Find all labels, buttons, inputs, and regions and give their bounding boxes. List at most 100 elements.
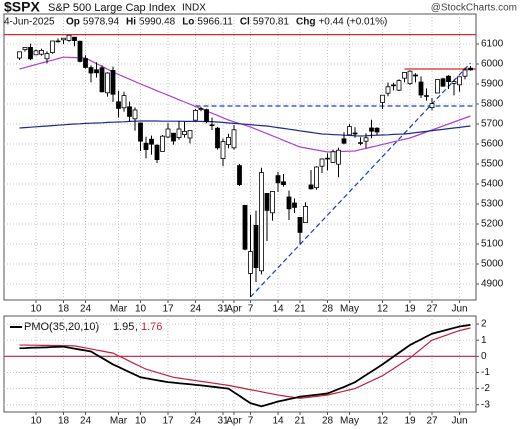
y-tick-label: 4900 xyxy=(481,279,504,290)
source: @StockCharts.com xyxy=(431,3,517,14)
x-tick-label: 19 xyxy=(404,304,416,315)
candle-body xyxy=(220,141,226,160)
legend-value: 1.76 xyxy=(141,321,162,333)
candle-body xyxy=(281,181,286,186)
x-tick-label: 28 xyxy=(322,304,334,315)
candle-body xyxy=(330,151,336,163)
candle-body xyxy=(149,138,154,145)
stat-label: Op xyxy=(66,17,80,28)
candle-body xyxy=(193,110,198,121)
y-tick-label: -1 xyxy=(481,367,490,378)
stat-value: 5978.94 xyxy=(83,17,120,28)
candle-body xyxy=(160,135,165,152)
x-tick-label: 24 xyxy=(80,416,92,427)
candle-body xyxy=(132,109,138,120)
x-tick-label: 17 xyxy=(162,304,174,315)
candle-body xyxy=(363,137,369,142)
candle-body xyxy=(121,95,127,109)
moving-average xyxy=(19,56,471,153)
y-tick-label: 5900 xyxy=(481,79,504,90)
candle-body xyxy=(369,127,374,132)
x-tick-label: 31 xyxy=(217,304,229,315)
stats: Op 5978.94 Hi 5990.48 Lo 5966.11 Cl 5970.81 Chg +… xyxy=(66,17,387,28)
date: 4-Jun-2025 xyxy=(4,17,55,28)
stat-label: Hi xyxy=(126,17,136,28)
y-tick-label: 6100 xyxy=(481,39,504,50)
candle-body xyxy=(105,72,110,94)
candle-body xyxy=(396,80,402,91)
candle-body xyxy=(226,136,231,145)
candle-body xyxy=(457,76,462,86)
candle-body xyxy=(187,129,193,139)
candle-body xyxy=(72,36,77,42)
x-tick-label: 10 xyxy=(135,304,147,315)
candle-body xyxy=(237,165,242,186)
candle-body xyxy=(435,79,440,94)
candle-body xyxy=(314,166,319,189)
x-tick-label: 21 xyxy=(294,416,306,427)
x-tick-label: 27 xyxy=(426,416,438,427)
y-tick-label: 5200 xyxy=(481,219,504,230)
y-tick-label: -2 xyxy=(481,383,490,394)
stat-value: +0.44 (+0.01%) xyxy=(318,17,387,28)
candle-body xyxy=(292,202,297,208)
candle-body xyxy=(413,74,418,77)
x-tick-label: 12 xyxy=(377,416,389,427)
y-tick-label: 5000 xyxy=(481,259,504,270)
candle-body xyxy=(171,132,176,142)
candle-body xyxy=(303,205,308,223)
x-tick-label: May xyxy=(340,416,359,427)
candle-body xyxy=(374,127,380,133)
x-tick-label: 18 xyxy=(58,416,70,427)
x-tick-label: 14 xyxy=(272,304,284,315)
legend-label: PMO(35,20,10) xyxy=(24,321,99,333)
candle-body xyxy=(88,67,94,74)
x-tick-label: Mar xyxy=(110,304,128,315)
stat-value: 5970.81 xyxy=(253,17,290,28)
candle-body xyxy=(215,127,220,149)
y-tick-label: 5100 xyxy=(481,239,504,250)
trend-line xyxy=(250,62,471,298)
candle-body xyxy=(198,108,204,110)
y-tick-label: 1 xyxy=(481,335,487,346)
candle-body xyxy=(99,67,105,93)
candle-body xyxy=(165,128,171,138)
y-tick-label: -3 xyxy=(481,399,490,410)
x-tick-label: 7 xyxy=(248,304,254,315)
candle-body xyxy=(50,40,55,53)
candle-body xyxy=(286,196,292,210)
x-tick-label: 12 xyxy=(377,304,389,315)
x-tick-label: Jun xyxy=(451,416,467,427)
moving-average xyxy=(19,120,471,137)
candle-body xyxy=(110,70,116,95)
x-tick-label: 21 xyxy=(294,304,306,315)
security-name: S&P 500 Large Cap Index xyxy=(48,2,176,14)
candle-body xyxy=(380,94,385,103)
x-tick-label: 31 xyxy=(217,416,229,427)
candle-body xyxy=(275,175,281,184)
candle-body xyxy=(468,67,473,71)
candle-body xyxy=(242,204,248,250)
y-tick-label: 5300 xyxy=(481,199,504,210)
candle-body xyxy=(182,130,187,135)
x-tick-label: 10 xyxy=(30,416,42,427)
candle-body xyxy=(402,72,407,79)
candle-body xyxy=(407,70,413,84)
x-tick-label: 17 xyxy=(162,416,174,427)
x-tick-label: 24 xyxy=(190,416,202,427)
candle-body xyxy=(429,103,435,108)
exchange: INDX xyxy=(182,3,206,14)
y-tick-label: 5800 xyxy=(481,99,504,110)
x-tick-label: Apr xyxy=(226,416,242,427)
x-tick-label: Jun xyxy=(451,304,467,315)
candle-body xyxy=(176,128,182,138)
candle-body xyxy=(352,132,358,135)
stat-label: Lo xyxy=(182,17,194,28)
candle-body xyxy=(33,50,39,56)
symbol: $SPX xyxy=(4,0,40,15)
x-tick-label: May xyxy=(340,304,359,315)
candle-body xyxy=(347,126,352,136)
x-tick-label: 27 xyxy=(426,304,438,315)
candle-body xyxy=(462,69,468,77)
